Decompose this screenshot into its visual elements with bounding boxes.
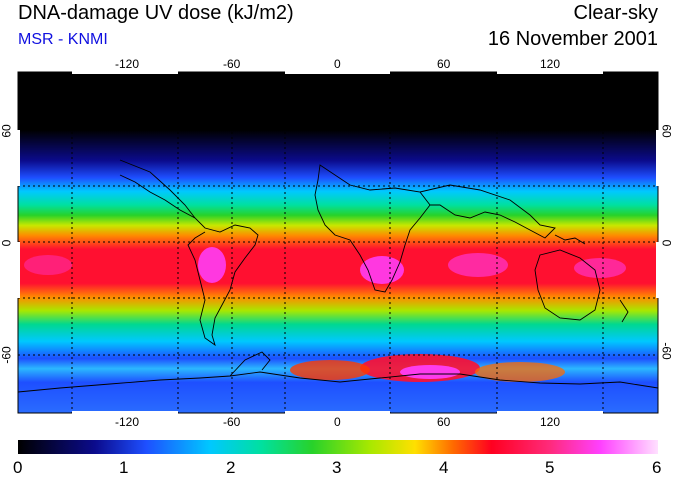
lat-tick-right: 60: [659, 124, 674, 138]
frame-ticks: [16, 70, 660, 415]
sky-condition-label: Clear-sky: [573, 2, 658, 24]
colorbar-label: 2: [226, 458, 236, 477]
lat-tick-left: 0: [0, 239, 14, 247]
lon-tick-bottom: 120: [540, 415, 561, 429]
colorbar-label: 0: [13, 458, 23, 477]
colorbar-label: 6: [652, 458, 662, 477]
colorbar: [18, 440, 658, 454]
lat-tick-left: -60: [0, 346, 14, 364]
map-title: DNA-damage UV dose (kJ/m2): [18, 2, 294, 24]
colorbar-label: 3: [332, 458, 342, 477]
source-label: MSR - KNMI: [18, 31, 108, 48]
lon-tick-bottom: -60: [223, 415, 241, 429]
colorbar-label: 4: [439, 458, 449, 477]
lat-tick-right: -60: [659, 342, 674, 360]
lat-tick-left: 60: [0, 124, 14, 138]
lon-tick-top: -60: [223, 57, 241, 71]
lon-tick-bottom: 0: [334, 415, 341, 429]
date-label: 16 November 2001: [487, 28, 658, 50]
uv-field: [18, 72, 658, 413]
lon-tick-bottom: 60: [437, 415, 451, 429]
lon-tick-top: 120: [540, 57, 561, 71]
graticule: [18, 72, 658, 413]
lon-tick-top: -120: [115, 57, 140, 71]
colorbar-label: 5: [545, 458, 555, 477]
lon-tick-top: 0: [334, 57, 341, 71]
lon-tick-top: 60: [437, 57, 451, 71]
coastlines: [18, 159, 658, 393]
colorbar-label: 1: [119, 458, 129, 477]
lon-tick-bottom: -120: [115, 415, 140, 429]
lat-tick-right: 0: [659, 239, 674, 247]
